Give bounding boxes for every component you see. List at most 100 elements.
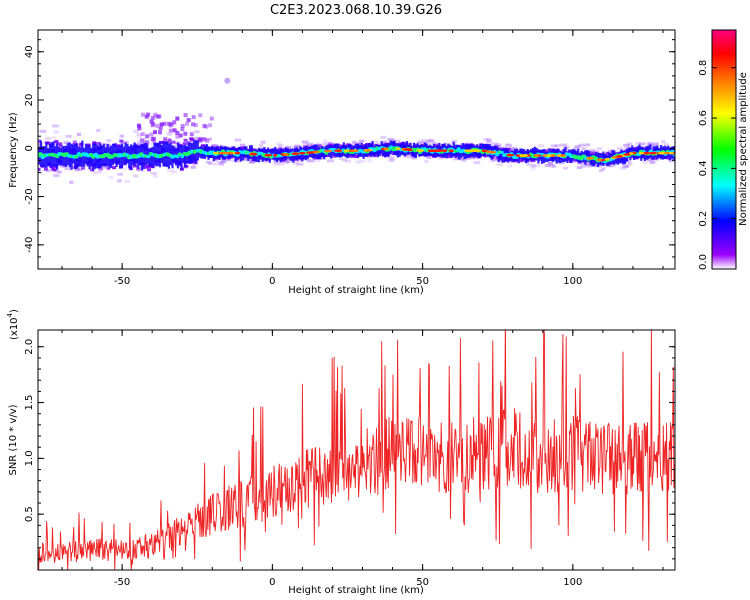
spectrogram-cell <box>145 164 150 168</box>
spectrogram-cell <box>69 180 74 184</box>
spectrogram-cell <box>144 142 147 165</box>
y-scale-multiplier: (x104) <box>6 309 20 340</box>
spectrogram-cell <box>180 123 185 128</box>
spectrogram-cell <box>448 149 454 153</box>
spectrogram-cell <box>194 136 199 140</box>
spectrogram-cell <box>155 123 160 128</box>
spectrogram-cell <box>623 153 631 156</box>
spectrogram-cell <box>63 141 70 145</box>
spectrogram-cell <box>221 159 227 163</box>
spectrogram-cell <box>650 160 655 164</box>
spectrogram-cell <box>550 144 558 148</box>
spectrogram-cell <box>525 162 530 166</box>
spectrogram-cell <box>198 113 203 118</box>
spectrogram-cell <box>189 137 194 141</box>
spectrogram-cell <box>273 160 279 164</box>
spectrogram-cell <box>357 141 362 145</box>
spectrogram-cell <box>465 156 470 160</box>
spectrogram-cell <box>246 158 254 162</box>
top-x-ticks: -50 0 50 100 <box>61 30 664 287</box>
spectrogram-cell <box>395 147 401 151</box>
colorbar-tick-label: 0.4 <box>698 160 709 176</box>
spectrogram-cell <box>455 156 460 160</box>
spectrogram-cell <box>59 147 62 166</box>
spectrogram-cell <box>495 156 500 160</box>
spectrogram-cell <box>157 130 162 135</box>
spectrogram-cell <box>133 174 138 178</box>
spectrogram-cell <box>622 150 625 165</box>
spectrogram-cell <box>427 149 433 153</box>
spectrogram-cell <box>307 159 315 163</box>
spectrogram-cell <box>620 166 627 170</box>
spectrogram-cell <box>136 167 141 171</box>
spectrogram-cell <box>171 170 177 174</box>
x-tick-label: -50 <box>114 577 130 588</box>
spectrogram-cell <box>332 154 337 158</box>
spectrogram-cell <box>191 122 196 127</box>
spectrogram-cell <box>507 147 514 151</box>
spectrogram-cell <box>293 144 300 148</box>
spectrogram-cell <box>506 148 514 152</box>
spectrogram-cell <box>613 151 618 155</box>
spectrogram-cell <box>334 149 343 153</box>
spectrogram-cell <box>486 150 493 154</box>
spectrogram-cell <box>495 146 499 157</box>
spectrogram-cell <box>560 154 566 157</box>
spectrogram-cell <box>341 158 347 162</box>
x-tick-label: 50 <box>416 577 429 588</box>
bottom-x-axis-label: Height of straight line (km) <box>288 585 424 596</box>
spectrogram-cell <box>460 155 466 159</box>
spectrogram-cell <box>506 142 511 146</box>
spectrogram-cell <box>607 163 613 167</box>
spectrogram-cell <box>605 151 610 155</box>
spectrogram-cell <box>382 140 388 144</box>
spectrogram-cell <box>250 145 253 159</box>
spectrogram-cell <box>184 145 187 168</box>
spectrogram-cell <box>604 157 610 161</box>
spectrogram-cell <box>167 138 172 143</box>
spectrogram-cell <box>273 160 278 164</box>
spectrogram-cell <box>172 120 177 125</box>
spectrogram-cell <box>301 148 304 162</box>
spectrogram-cell <box>622 164 630 168</box>
spectrogram-cell <box>596 147 603 151</box>
spectrogram-cell <box>578 143 585 147</box>
spectrogram-cell <box>627 147 630 159</box>
spectrogram-cell <box>124 180 131 184</box>
spectrogram-cell <box>466 141 472 145</box>
spectrogram-cell <box>530 167 536 171</box>
spectrogram-cell <box>180 127 185 132</box>
spectrogram-cell <box>373 141 379 145</box>
spectrogram-cell <box>638 142 646 146</box>
spectrogram-cell <box>534 154 540 157</box>
x-tick-label: 0 <box>269 276 275 287</box>
spectrogram-cell <box>649 145 655 149</box>
spectrogram-cell <box>226 157 231 161</box>
spectrogram-cell <box>313 159 321 163</box>
spectrogram-cell <box>586 163 594 167</box>
spectrogram-cell <box>294 144 301 148</box>
spectrogram-cell <box>436 149 442 153</box>
spectrogram-cell <box>135 144 138 164</box>
spectrogram-cell <box>145 140 150 145</box>
spectrogram-cell <box>563 145 570 149</box>
spectrogram-cell <box>39 129 47 133</box>
spectrogram-cell <box>53 174 60 178</box>
spectrogram-cell <box>210 144 218 148</box>
spectrogram-cell <box>584 143 590 147</box>
spectrogram-cell <box>491 142 498 146</box>
spectrogram-cell <box>616 152 619 165</box>
spectrogram-cell <box>367 159 373 163</box>
spectrogram-cell <box>54 140 59 144</box>
spectrogram-cell <box>661 140 666 144</box>
spectrogram-cell <box>234 151 241 155</box>
spectrogram-cell <box>585 160 592 164</box>
spectrogram-cell <box>586 150 589 162</box>
spectrogram-cell <box>217 147 222 151</box>
spectrogram-cell <box>507 164 513 168</box>
spectrogram-cell <box>547 161 553 165</box>
spectrogram-cell <box>317 144 322 148</box>
spectrogram-cell <box>593 154 596 167</box>
spectrogram-cell <box>513 147 518 151</box>
spectrogram-cell <box>248 160 255 164</box>
